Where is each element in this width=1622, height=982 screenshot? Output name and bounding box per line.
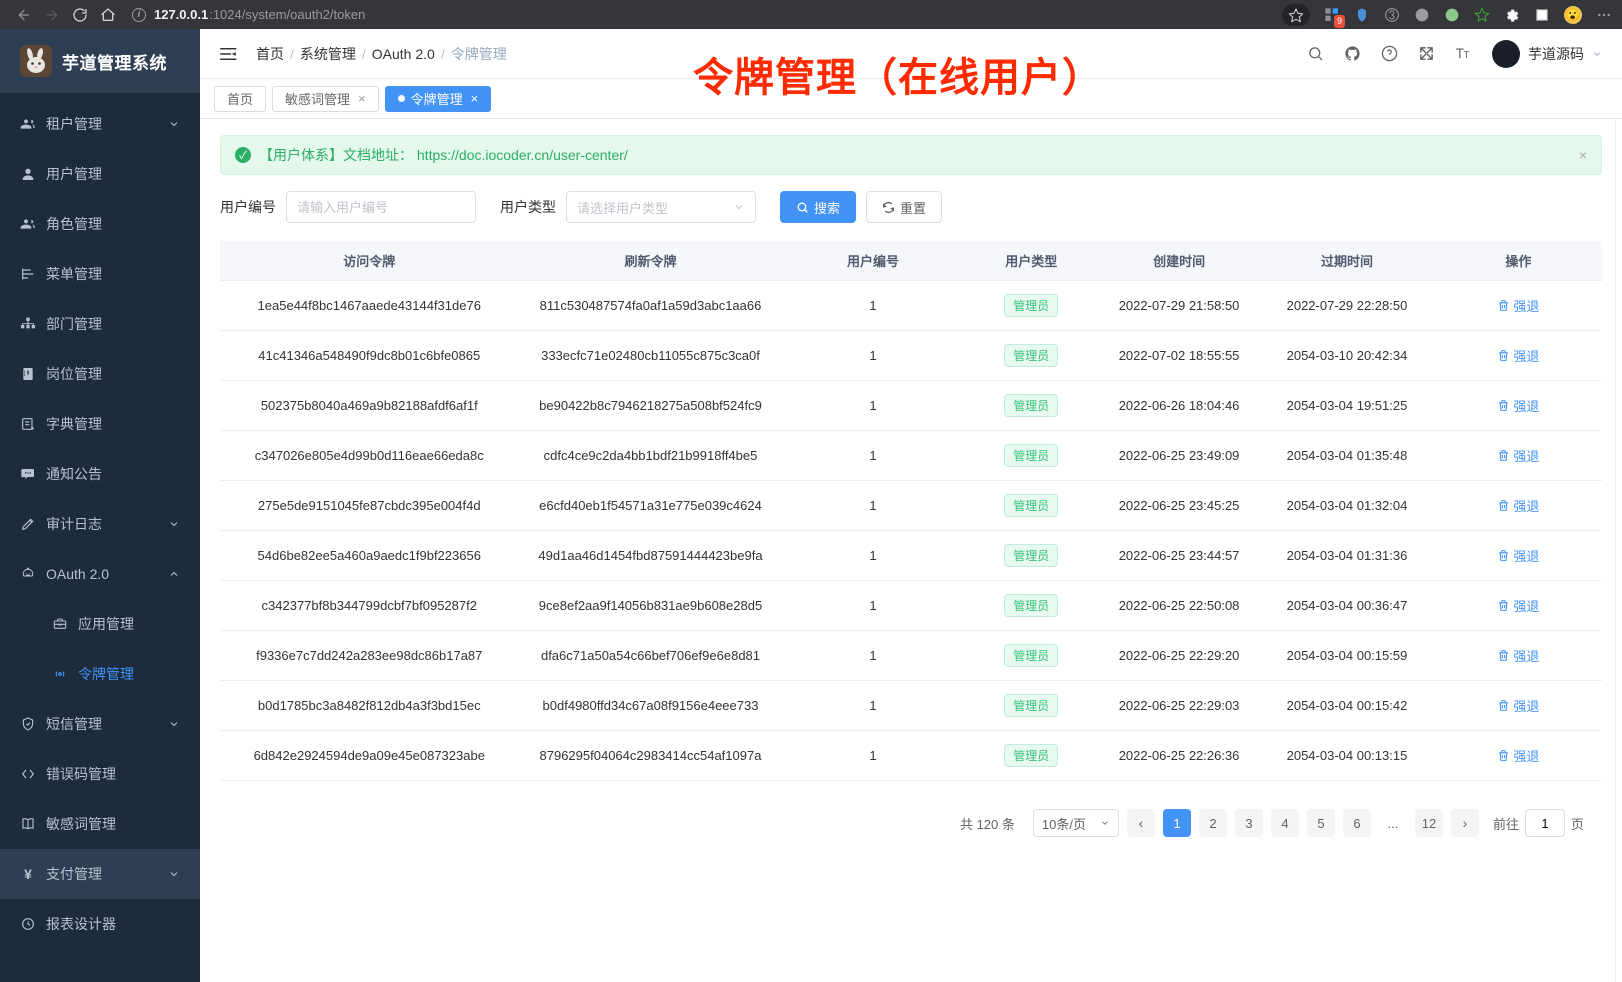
svg-text:T: T [1464, 50, 1470, 61]
svg-text:T: T [1456, 46, 1464, 61]
